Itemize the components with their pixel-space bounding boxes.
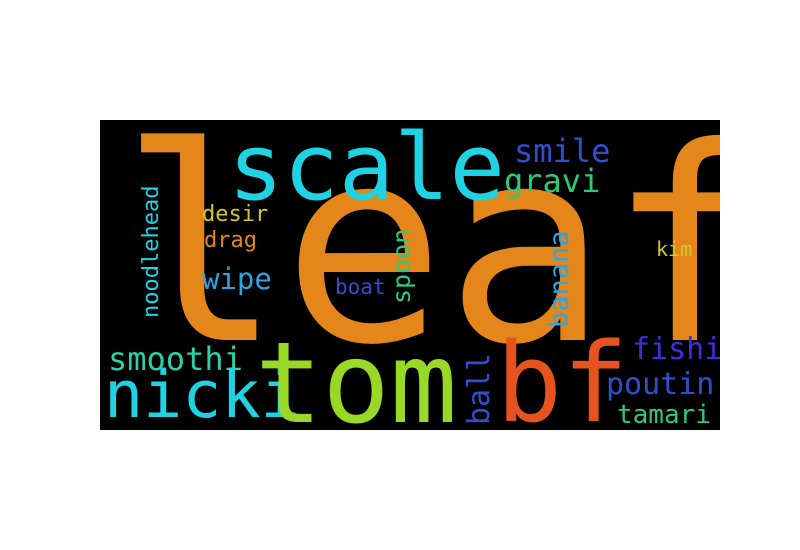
word-poutin: poutin — [606, 367, 715, 402]
word-tom: tom — [255, 319, 458, 430]
word-scale: scale — [228, 120, 505, 221]
word-kim: kim — [656, 237, 693, 261]
word-bf: bf — [496, 319, 629, 430]
word-desir: desir — [202, 202, 269, 227]
word-fishi: fishi — [632, 332, 720, 367]
word-banana: banana — [544, 230, 575, 328]
word-wipe: wipe — [202, 262, 272, 296]
word-boat: boat — [335, 275, 386, 299]
word-smile: smile — [514, 132, 611, 170]
word-cloud: leaf scale smile gravi desir drag kim wi… — [100, 120, 720, 430]
word-nicki: nicki — [104, 358, 300, 430]
word-ball: ball — [462, 352, 497, 425]
word-gravi: gravi — [504, 162, 601, 200]
word-drag: drag — [204, 228, 257, 253]
word-tamari: tamari — [617, 400, 711, 430]
word-spoon: spoon — [387, 228, 416, 304]
word-leaf: leaf — [120, 120, 720, 404]
word-smoothi: smoothi — [108, 340, 243, 378]
word-noodlehead: noodlehead — [139, 185, 164, 318]
